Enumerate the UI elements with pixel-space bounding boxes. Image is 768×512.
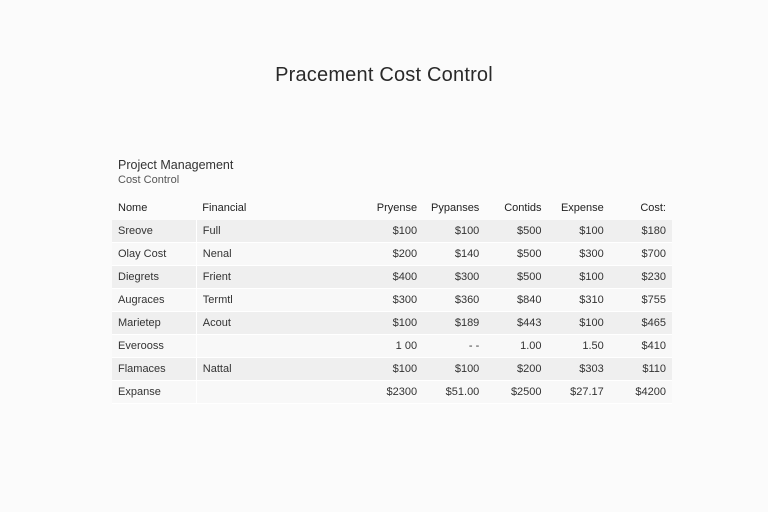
table-cell: Flamaces (112, 357, 197, 381)
table-cell: $100 (423, 220, 486, 243)
table-cell: $27.17 (547, 380, 610, 404)
table-row: Diegrets Frient $400 $300 $500 $100 $230 (112, 265, 672, 289)
column-header: Nome (118, 202, 148, 214)
project-info: Project Management Cost Control (118, 158, 233, 187)
table-cell: $300 (360, 288, 424, 312)
table-cell: $100 (360, 311, 424, 335)
table-cell: $100 (360, 220, 424, 243)
table-cell: $110 (609, 357, 672, 381)
table-cell: $100 (547, 265, 610, 289)
cost-table: Nome Financial Pryense Pypanses Contids … (112, 196, 672, 404)
table-cell: $100 (360, 357, 424, 381)
project-name: Project Management (118, 158, 234, 172)
table-cell: Augraces (112, 288, 197, 312)
column-header: Expense (560, 202, 604, 214)
column-header: Contids (504, 202, 542, 214)
table-cell: Expanse (112, 380, 197, 404)
table-cell: $200 (485, 357, 548, 381)
table-cell: Sreove (112, 220, 197, 243)
table-cell: $200 (360, 242, 424, 266)
table-cell (195, 334, 361, 358)
table-cell: $189 (423, 311, 486, 335)
table-cell: $4200 (609, 380, 672, 404)
table-row: Marietep Acout $100 $189 $443 $100 $465 (112, 311, 672, 335)
table-cell: 1.00 (485, 334, 548, 358)
table-cell: Frient (195, 265, 361, 289)
table-cell: 1 00 (360, 334, 424, 358)
table-cell: $2300 (360, 380, 424, 404)
table-cell: $443 (485, 311, 548, 335)
table-cell: $303 (547, 357, 610, 381)
table-cell: $100 (423, 357, 486, 381)
table-cell: Acout (195, 311, 361, 335)
table-cell: $400 (360, 265, 424, 289)
table-cell: Olay Cost (112, 242, 197, 266)
table-cell: $465 (609, 311, 672, 335)
table-cell: $140 (423, 242, 486, 266)
table-cell: $310 (547, 288, 610, 312)
table-cell: - - (423, 334, 486, 358)
table-cell: Full (195, 220, 361, 243)
table-header-row: Nome Financial Pryense Pypanses Contids … (112, 196, 672, 220)
table-cell: $100 (547, 311, 610, 335)
table-cell: $500 (485, 220, 548, 243)
table-row: Augraces Termtl $300 $360 $840 $310 $755 (112, 288, 672, 312)
table-cell (195, 380, 361, 404)
column-header: Pryense (376, 202, 418, 214)
table-cell: $840 (485, 288, 548, 312)
table-cell: $500 (485, 265, 548, 289)
table-cell: $360 (423, 288, 486, 312)
table-cell: $300 (547, 242, 610, 266)
table-cell: $700 (609, 242, 672, 266)
table-row: Sreove Full $100 $100 $500 $100 $180 (112, 220, 672, 243)
table-row: Everooss 1 00 - - 1.00 1.50 $410 (112, 334, 672, 358)
table-cell: $500 (485, 242, 548, 266)
table-cell: 1.50 (547, 334, 610, 358)
table-cell: Nenal (195, 242, 361, 266)
column-header: Financial (202, 202, 247, 214)
column-header: Pypanses (431, 202, 480, 214)
table-cell: $100 (547, 220, 610, 243)
table-cell: Termtl (195, 288, 361, 312)
table-cell: Everooss (112, 334, 197, 358)
table-cell: $180 (609, 220, 672, 243)
table-cell: $2500 (485, 380, 548, 404)
table-cell: $51.00 (423, 380, 486, 404)
column-header: Cost: (640, 202, 666, 214)
table-cell: $230 (609, 265, 672, 289)
table-row: Olay Cost Nenal $200 $140 $500 $300 $700 (112, 242, 672, 266)
table-cell: Nattal (195, 357, 361, 381)
table-cell: Diegrets (112, 265, 197, 289)
table-cell: $410 (609, 334, 672, 358)
table-cell: Marietep (112, 311, 197, 335)
page-title: Pracement Cost Control (275, 64, 493, 86)
table-cell: $300 (423, 265, 486, 289)
table-cell: $755 (609, 288, 672, 312)
table-row: Flamaces Nattal $100 $100 $200 $303 $110 (112, 357, 672, 381)
project-subtitle: Cost Control (118, 174, 180, 186)
table-row: Expanse $2300 $51.00 $2500 $27.17 $4200 (112, 380, 672, 404)
